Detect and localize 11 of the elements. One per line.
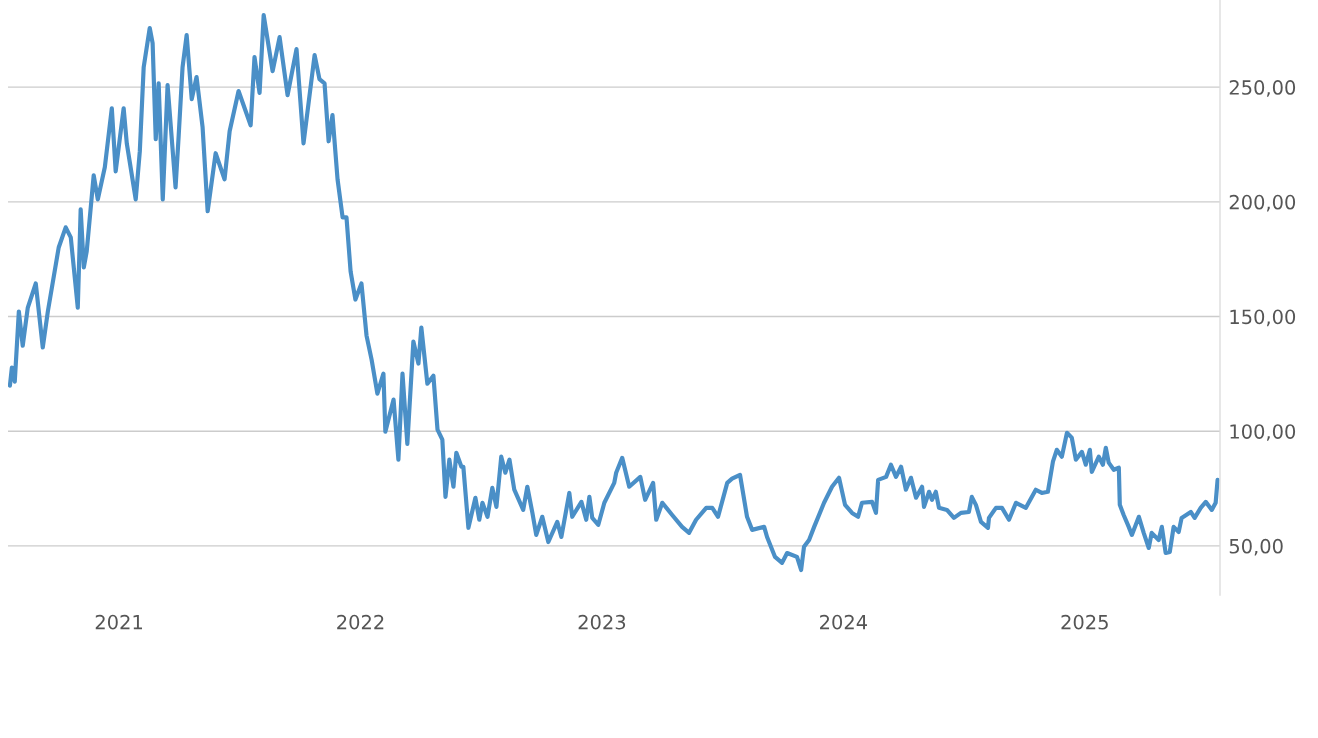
x-tick-label: 2023 xyxy=(578,614,626,630)
x-tick-label: 2021 xyxy=(95,614,143,630)
y-tick-label: 150,00 xyxy=(1230,309,1296,327)
y-tick-label: 250,00 xyxy=(1229,80,1296,97)
x-tick-label: 2022 xyxy=(337,614,384,630)
y-tick-label: 200,00 xyxy=(1229,194,1296,212)
line-series xyxy=(8,13,1220,573)
x-tick-label: 2025 xyxy=(1061,614,1108,630)
y-tick-label: 50,00 xyxy=(1229,538,1283,556)
y-tick-label: 100,00 xyxy=(1230,424,1296,441)
x-tick-label: 2024 xyxy=(820,614,868,630)
